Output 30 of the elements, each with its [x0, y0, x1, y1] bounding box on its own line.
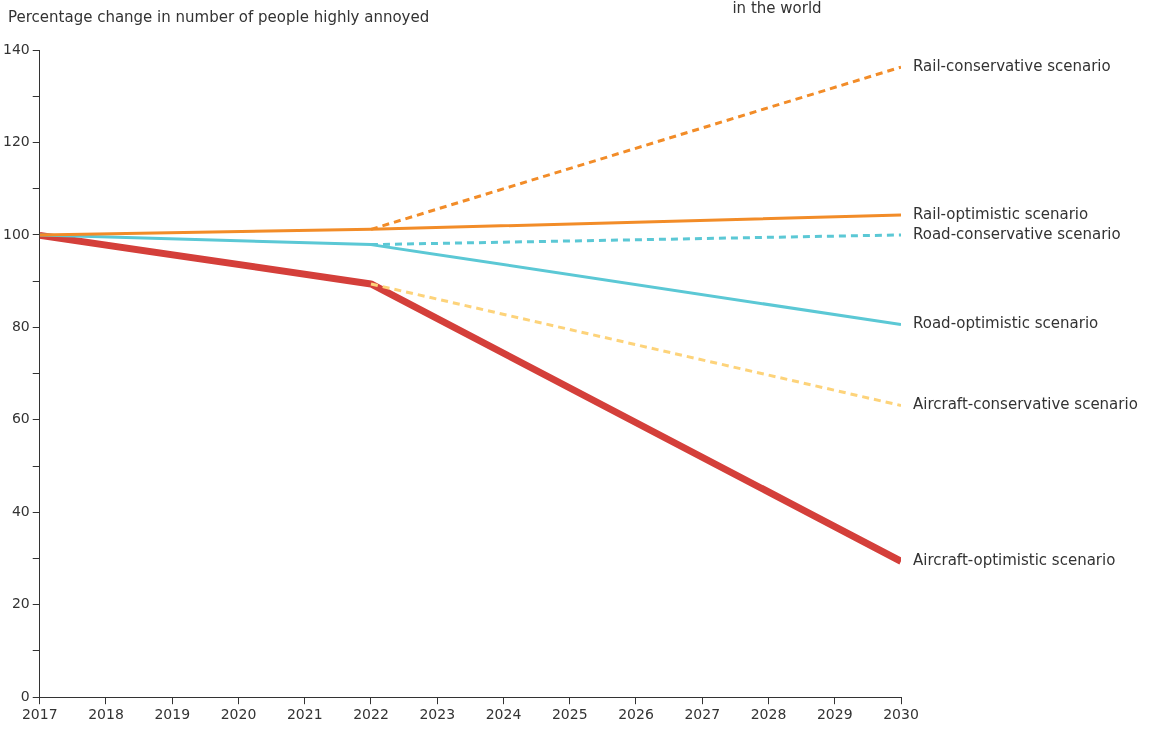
x-tick-label: 2028	[750, 706, 787, 723]
y-tick-label: 60	[11, 410, 30, 427]
y-tick-label: 80	[11, 318, 30, 335]
x-tick-label: 2019	[154, 706, 191, 723]
x-tick-label: 2024	[485, 706, 522, 723]
text: in the world	[732, 0, 822, 18]
series-label: Aircraft-conservative scenario	[913, 395, 1138, 414]
x-tick-label: 2025	[551, 706, 588, 723]
x-tick-label: 2020	[220, 706, 257, 723]
series-label: Aircraft-optimistic scenario	[913, 551, 1116, 570]
x-tick-label: 2021	[286, 706, 323, 723]
y-tick-label: 140	[2, 40, 30, 57]
x-tick-label: 2027	[684, 706, 721, 723]
y-tick-label: 40	[11, 502, 30, 519]
y-tick-label: 120	[2, 133, 30, 150]
series-label: Road-optimistic scenario	[913, 314, 1099, 333]
x-tick-label: 2029	[816, 706, 853, 723]
y-tick-label: 20	[11, 595, 30, 612]
x-tick-label: 2026	[618, 706, 654, 723]
y-tick-label: 100	[2, 225, 30, 242]
y-tick-label: 0	[20, 687, 30, 704]
x-tick-label: 2018	[88, 706, 124, 723]
x-tick-label: 2017	[21, 706, 58, 723]
x-tick-label: 2022	[353, 706, 389, 723]
series-label: Road-conservative scenario	[913, 224, 1121, 243]
x-tick-label: 2023	[419, 706, 456, 723]
series-label: Rail-conservative scenario	[913, 57, 1111, 75]
x-tick-label: 2030	[883, 706, 919, 723]
series-label: Rail-optimistic scenario	[913, 204, 1089, 223]
y-axis-title: Percentage change in number of people highly annoyed	[8, 8, 430, 26]
